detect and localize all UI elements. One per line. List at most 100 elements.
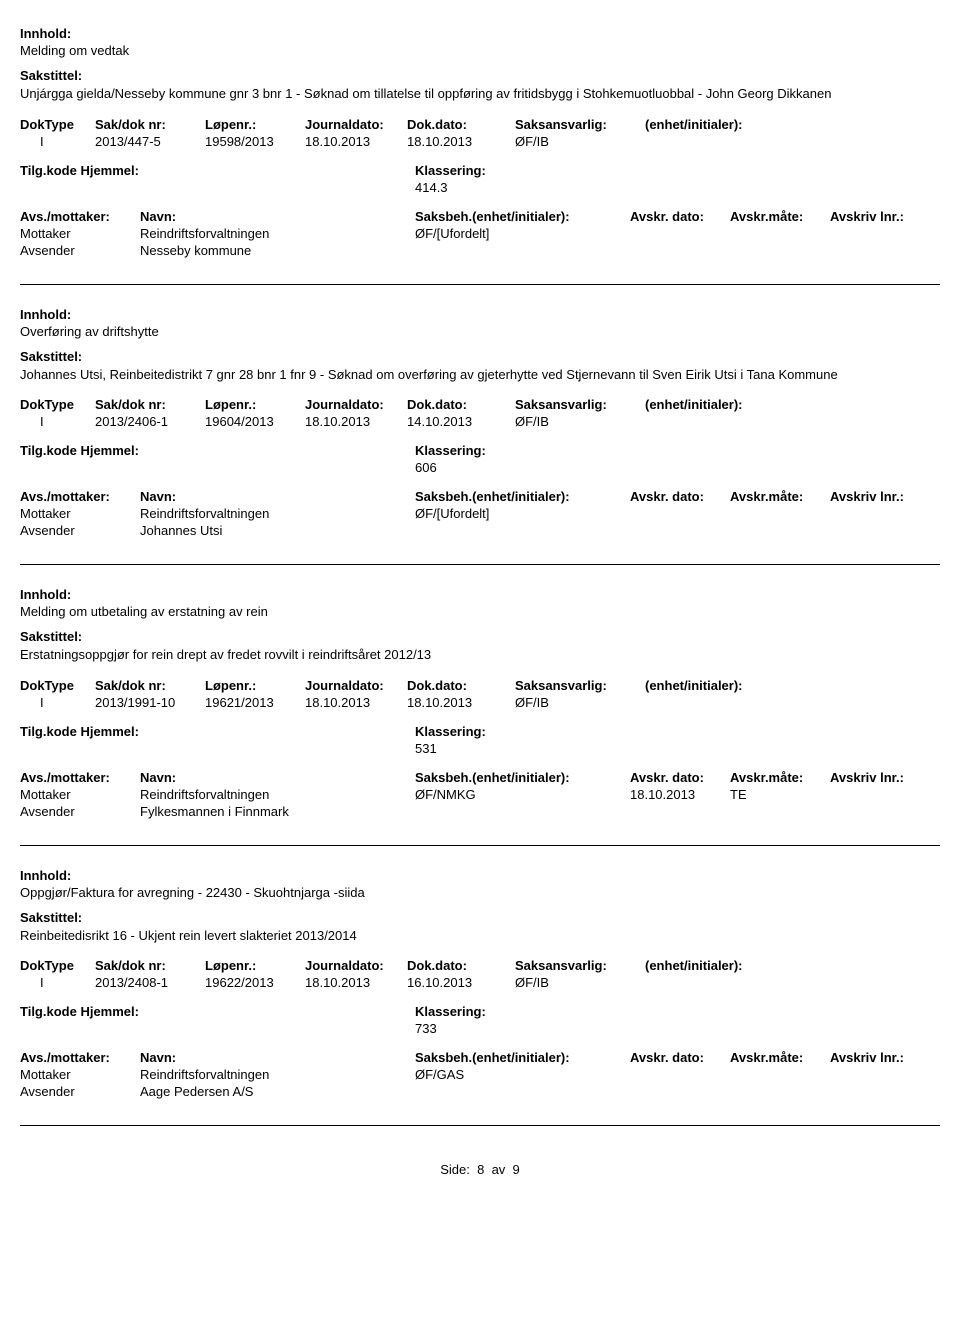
- hdr-avskrivlnr: Avskriv lnr.:: [830, 770, 930, 785]
- hdr-avsmottaker: Avs./mottaker:: [20, 1050, 140, 1065]
- hdr-navn: Navn:: [140, 770, 415, 785]
- hdr-saksansvarlig: Saksansvarlig:: [515, 117, 645, 132]
- val-dokdato: 18.10.2013: [407, 695, 515, 710]
- val-dokdato: 14.10.2013: [407, 414, 515, 429]
- val-sakdoknr: 2013/1991-10: [95, 695, 205, 710]
- avsender-label: Avsender: [20, 1084, 140, 1099]
- dok-header-row: DokType Sak/dok nr: Løpenr.: Journaldato…: [20, 397, 940, 412]
- side-label: Side:: [440, 1162, 470, 1177]
- dok-header-row: DokType Sak/dok nr: Løpenr.: Journaldato…: [20, 958, 940, 973]
- innhold-text: Overføring av driftshytte: [20, 324, 940, 339]
- tilgkode-label: Tilg.kode: [20, 163, 77, 178]
- hdr-avskrdato: Avskr. dato:: [630, 209, 730, 224]
- hdr-dokdato: Dok.dato:: [407, 958, 515, 973]
- avsender-row: Avsender Fylkesmannen i Finnmark: [20, 804, 940, 819]
- innhold-label: Innhold:: [20, 26, 940, 41]
- hdr-avskrmate: Avskr.måte:: [730, 209, 830, 224]
- hdr-saksbeh: Saksbeh.(enhet/initialer):: [415, 770, 630, 785]
- klassering-label: Klassering:: [415, 1004, 615, 1019]
- dok-value-row: I 2013/1991-10 19621/2013 18.10.2013 18.…: [20, 695, 940, 710]
- hdr-dokdato: Dok.dato:: [407, 117, 515, 132]
- dok-value-row: I 2013/2408-1 19622/2013 18.10.2013 16.1…: [20, 975, 940, 990]
- val-doktype: I: [20, 134, 95, 149]
- val-journaldato: 18.10.2013: [305, 134, 407, 149]
- avsender-name: Aage Pedersen A/S: [140, 1084, 415, 1099]
- hdr-enhetinit: (enhet/initialer):: [645, 678, 825, 693]
- mottaker-sbeh: ØF/[Ufordelt]: [415, 226, 630, 241]
- hdr-lopenr: Løpenr.:: [205, 117, 305, 132]
- tilg-row: Tilg.kode Hjemmel: Klassering:: [20, 1004, 940, 1019]
- hdr-saksbeh: Saksbeh.(enhet/initialer):: [415, 489, 630, 504]
- klass-val-row: 606: [20, 460, 940, 475]
- hdr-doktype: DokType: [20, 678, 95, 693]
- mottaker-amate: TE: [730, 787, 830, 802]
- val-saksansvarlig: ØF/IB: [515, 134, 645, 149]
- avsender-name: Nesseby kommune: [140, 243, 415, 258]
- dok-value-row: I 2013/2406-1 19604/2013 18.10.2013 14.1…: [20, 414, 940, 429]
- tilg-row: Tilg.kode Hjemmel: Klassering:: [20, 163, 940, 178]
- mottaker-name: Reindriftsforvaltningen: [140, 1067, 415, 1082]
- klassering-value: 733: [415, 1021, 437, 1036]
- page-total: 9: [513, 1162, 520, 1177]
- hdr-avsmottaker: Avs./mottaker:: [20, 489, 140, 504]
- hjemmel-label: Hjemmel:: [80, 443, 139, 458]
- hdr-saksansvarlig: Saksansvarlig:: [515, 958, 645, 973]
- val-sakdoknr: 2013/2406-1: [95, 414, 205, 429]
- hdr-avskrdato: Avskr. dato:: [630, 770, 730, 785]
- mottaker-adato: 18.10.2013: [630, 787, 730, 802]
- hjemmel-label: Hjemmel:: [80, 1004, 139, 1019]
- hdr-lopenr: Løpenr.:: [205, 397, 305, 412]
- avs-header-row: Avs./mottaker: Navn: Saksbeh.(enhet/init…: [20, 209, 940, 224]
- tilgkode-hjemmel-label: Tilg.kode Hjemmel:: [20, 443, 415, 458]
- sakstittel-text: Reinbeitedisrikt 16 - Ukjent rein levert…: [20, 927, 940, 945]
- hdr-sakdoknr: Sak/dok nr:: [95, 117, 205, 132]
- tilgkode-hjemmel-label: Tilg.kode Hjemmel:: [20, 163, 415, 178]
- mottaker-sbeh: ØF/GAS: [415, 1067, 630, 1082]
- hdr-avsmottaker: Avs./mottaker:: [20, 770, 140, 785]
- klass-val-row: 733: [20, 1021, 940, 1036]
- hdr-journaldato: Journaldato:: [305, 678, 407, 693]
- val-lopenr: 19621/2013: [205, 695, 305, 710]
- mottaker-name: Reindriftsforvaltningen: [140, 787, 415, 802]
- val-lopenr: 19598/2013: [205, 134, 305, 149]
- klass-val-row: 531: [20, 741, 940, 756]
- dok-header-row: DokType Sak/dok nr: Løpenr.: Journaldato…: [20, 678, 940, 693]
- klassering-label: Klassering:: [415, 443, 615, 458]
- sakstittel-label: Sakstittel:: [20, 349, 940, 364]
- mottaker-sbeh: ØF/[Ufordelt]: [415, 506, 630, 521]
- mottaker-row: Mottaker Reindriftsforvaltningen ØF/[Ufo…: [20, 226, 940, 241]
- hdr-doktype: DokType: [20, 958, 95, 973]
- avsender-row: Avsender Johannes Utsi: [20, 523, 940, 538]
- mottaker-sbeh: ØF/NMKG: [415, 787, 630, 802]
- hdr-avskrdato: Avskr. dato:: [630, 489, 730, 504]
- hdr-sakdoknr: Sak/dok nr:: [95, 958, 205, 973]
- hdr-avskrmate: Avskr.måte:: [730, 489, 830, 504]
- hdr-dokdato: Dok.dato:: [407, 397, 515, 412]
- mottaker-name: Reindriftsforvaltningen: [140, 506, 415, 521]
- val-journaldato: 18.10.2013: [305, 695, 407, 710]
- page-av: av: [492, 1162, 506, 1177]
- hjemmel-label: Hjemmel:: [80, 163, 139, 178]
- klassering-value: 606: [415, 460, 437, 475]
- hdr-avskrdato: Avskr. dato:: [630, 1050, 730, 1065]
- hdr-sakdoknr: Sak/dok nr:: [95, 678, 205, 693]
- avsender-label: Avsender: [20, 804, 140, 819]
- avsender-row: Avsender Aage Pedersen A/S: [20, 1084, 940, 1099]
- innhold-label: Innhold:: [20, 868, 940, 883]
- hdr-journaldato: Journaldato:: [305, 958, 407, 973]
- avs-header-row: Avs./mottaker: Navn: Saksbeh.(enhet/init…: [20, 489, 940, 504]
- innhold-text: Oppgjør/Faktura for avregning - 22430 - …: [20, 885, 940, 900]
- val-lopenr: 19622/2013: [205, 975, 305, 990]
- mottaker-row: Mottaker Reindriftsforvaltningen ØF/[Ufo…: [20, 506, 940, 521]
- tilgkode-hjemmel-label: Tilg.kode Hjemmel:: [20, 724, 415, 739]
- tilgkode-label: Tilg.kode: [20, 724, 77, 739]
- avs-header-row: Avs./mottaker: Navn: Saksbeh.(enhet/init…: [20, 770, 940, 785]
- hdr-journaldato: Journaldato:: [305, 397, 407, 412]
- hdr-avskrivlnr: Avskriv lnr.:: [830, 489, 930, 504]
- val-doktype: I: [20, 975, 95, 990]
- page-current: 8: [477, 1162, 484, 1177]
- avsender-name: Johannes Utsi: [140, 523, 415, 538]
- sakstittel-text: Johannes Utsi, Reinbeitedistrikt 7 gnr 2…: [20, 366, 940, 384]
- val-sakdoknr: 2013/447-5: [95, 134, 205, 149]
- val-lopenr: 19604/2013: [205, 414, 305, 429]
